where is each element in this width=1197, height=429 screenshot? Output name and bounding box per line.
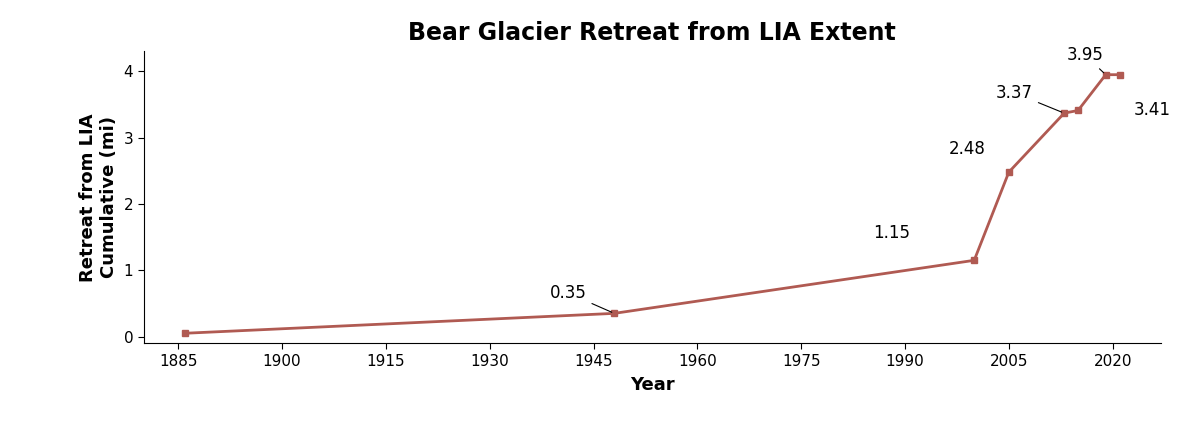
Text: 3.41: 3.41 [1134,102,1171,120]
Text: 3.95: 3.95 [1067,46,1104,73]
Title: Bear Glacier Retreat from LIA Extent: Bear Glacier Retreat from LIA Extent [408,21,897,45]
Text: 1.15: 1.15 [873,224,910,242]
Text: 3.37: 3.37 [996,84,1062,112]
Text: 2.48: 2.48 [949,139,985,157]
Text: 0.35: 0.35 [549,284,612,312]
X-axis label: Year: Year [630,375,675,393]
Y-axis label: Retreat from LIA
Cumulative (mi): Retreat from LIA Cumulative (mi) [79,113,119,281]
